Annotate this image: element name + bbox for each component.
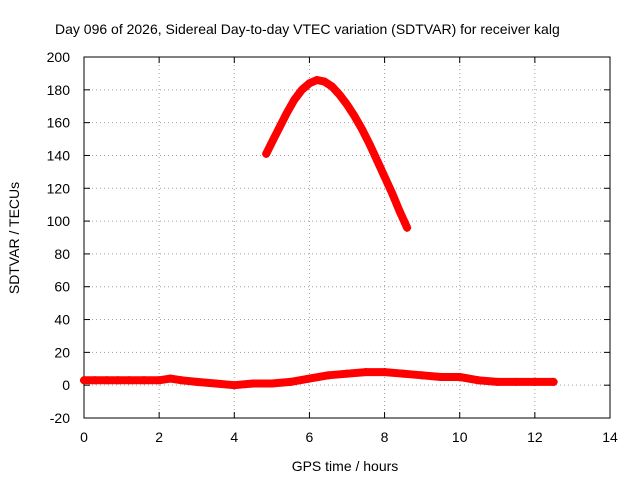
axis-ticks	[83, 56, 611, 419]
y-tick-label: -20	[50, 410, 70, 426]
data-point	[177, 376, 186, 385]
data-point	[267, 379, 276, 388]
y-tick-label: 80	[54, 246, 70, 262]
x-tick-label: 0	[80, 429, 88, 445]
data-point	[403, 223, 412, 232]
y-tick-label: 20	[54, 344, 70, 360]
data-point	[211, 379, 220, 388]
x-tick-label: 8	[381, 429, 389, 445]
data-point	[388, 189, 397, 198]
y-tick-labels: -20 0 20 40 60 80 100 120 140 160 180 200	[47, 49, 71, 426]
data-point	[530, 377, 539, 386]
data-point	[249, 379, 258, 388]
y-tick-label: 100	[47, 213, 71, 229]
data-point	[155, 376, 164, 385]
data-point	[380, 172, 389, 181]
data-point	[80, 376, 88, 385]
data-point	[140, 376, 149, 385]
data-point	[512, 377, 521, 386]
data-point	[343, 369, 351, 378]
y-axis-label: SDTVAR / TECUs	[6, 182, 22, 294]
data-point	[365, 139, 374, 148]
y-tick-label: 180	[47, 82, 71, 98]
data-point	[327, 82, 336, 91]
x-axis-label: GPS time / hours	[292, 458, 399, 474]
x-tick-label: 4	[230, 429, 238, 445]
data-point	[192, 377, 201, 386]
data-point	[358, 125, 367, 134]
y-tick-label: 200	[47, 49, 71, 65]
y-tick-label: 40	[54, 312, 70, 328]
data-point	[361, 368, 370, 377]
data-point	[230, 381, 239, 390]
y-tick-label: 60	[54, 279, 70, 295]
data-point	[549, 377, 558, 386]
data-point	[282, 108, 291, 117]
data-point	[455, 372, 464, 381]
data-point	[418, 371, 427, 380]
data-point	[399, 369, 408, 378]
data-point	[436, 372, 445, 381]
x-tick-label: 14	[602, 429, 618, 445]
data-point	[350, 112, 359, 121]
data-point	[343, 100, 351, 109]
y-tick-label: 160	[47, 115, 71, 131]
data-point	[320, 77, 329, 86]
data-point	[267, 138, 276, 147]
data-point	[275, 123, 284, 132]
x-tick-label: 6	[306, 429, 314, 445]
data-point	[91, 376, 100, 385]
data-point	[324, 371, 333, 380]
grid	[84, 57, 610, 418]
data-point	[102, 376, 111, 385]
plot-area-border	[83, 56, 611, 419]
data-point	[262, 149, 271, 158]
data-point	[290, 95, 299, 104]
data-point	[113, 376, 122, 385]
data-point	[395, 207, 404, 216]
data-point	[335, 90, 344, 99]
data-point	[297, 85, 306, 94]
data-point	[474, 376, 483, 385]
data-series	[80, 75, 558, 390]
y-tick-label: 120	[47, 180, 71, 196]
chart-title: Day 096 of 2026, Sidereal Day-to-day VTE…	[55, 21, 560, 37]
data-point	[305, 79, 314, 88]
data-point	[305, 374, 314, 383]
data-point	[166, 374, 175, 383]
data-point	[125, 376, 134, 385]
data-point	[380, 368, 389, 377]
series-line-1	[262, 76, 412, 232]
data-point	[286, 377, 295, 386]
x-tick-label: 10	[452, 429, 468, 445]
data-point	[312, 75, 321, 84]
data-point	[373, 156, 382, 165]
x-tick-label: 12	[527, 429, 543, 445]
data-point	[493, 377, 502, 386]
x-tick-labels: 0 2 4 6 8 10 12 14	[80, 429, 618, 445]
x-tick-label: 2	[155, 429, 163, 445]
y-tick-label: 0	[62, 377, 70, 393]
y-tick-label: 140	[47, 147, 71, 163]
